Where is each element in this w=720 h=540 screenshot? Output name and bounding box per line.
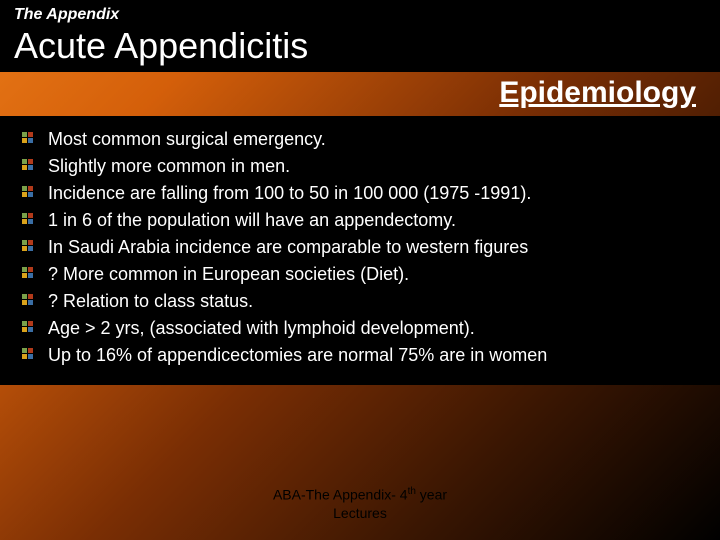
slide-title: Acute Appendicitis [14,26,706,66]
footer-end: year [416,487,447,503]
list-item-text: Incidence are falling from 100 to 50 in … [48,183,531,203]
list-item-text: Slightly more common in men. [48,156,290,176]
header-block: The Appendix Acute Appendicitis [0,0,720,72]
list-item-text: Most common surgical emergency. [48,129,326,149]
list-item: Most common surgical emergency. [22,126,702,153]
slide-footer: ABA-The Appendix- 4th year Lectures [0,486,720,522]
list-item: Slightly more common in men. [22,153,702,180]
list-item-text: In Saudi Arabia incidence are comparable… [48,237,528,257]
windows-bullet-icon [22,348,34,360]
content-block: Most common surgical emergency. Slightly … [0,116,720,385]
list-item-text: ? More common in European societies (Die… [48,264,409,284]
windows-bullet-icon [22,267,34,279]
list-item-text: Up to 16% of appendicectomies are normal… [48,345,547,365]
footer-prefix: ABA-The Appendix- 4 [273,487,408,503]
list-item: In Saudi Arabia incidence are comparable… [22,234,702,261]
list-item: Incidence are falling from 100 to 50 in … [22,180,702,207]
list-item: Up to 16% of appendicectomies are normal… [22,342,702,369]
slide-supertitle: The Appendix [14,6,706,24]
slide-subtitle: Epidemiology [499,76,696,109]
list-item: 1 in 6 of the population will have an ap… [22,207,702,234]
list-item: ? Relation to class status. [22,288,702,315]
footer-ordinal: th [408,486,416,497]
bullet-list: Most common surgical emergency. Slightly … [22,126,702,369]
windows-bullet-icon [22,240,34,252]
list-item-text: 1 in 6 of the population will have an ap… [48,210,456,230]
list-item-text: ? Relation to class status. [48,291,253,311]
list-item-text: Age > 2 yrs, (associated with lymphoid d… [48,318,475,338]
list-item: Age > 2 yrs, (associated with lymphoid d… [22,315,702,342]
subtitle-row: Epidemiology [0,72,720,116]
list-item: ? More common in European societies (Die… [22,261,702,288]
footer-line-2: Lectures [0,505,720,523]
windows-bullet-icon [22,294,34,306]
windows-bullet-icon [22,132,34,144]
windows-bullet-icon [22,186,34,198]
windows-bullet-icon [22,213,34,225]
windows-bullet-icon [22,159,34,171]
windows-bullet-icon [22,321,34,333]
footer-line-1: ABA-The Appendix- 4th year [0,486,720,504]
